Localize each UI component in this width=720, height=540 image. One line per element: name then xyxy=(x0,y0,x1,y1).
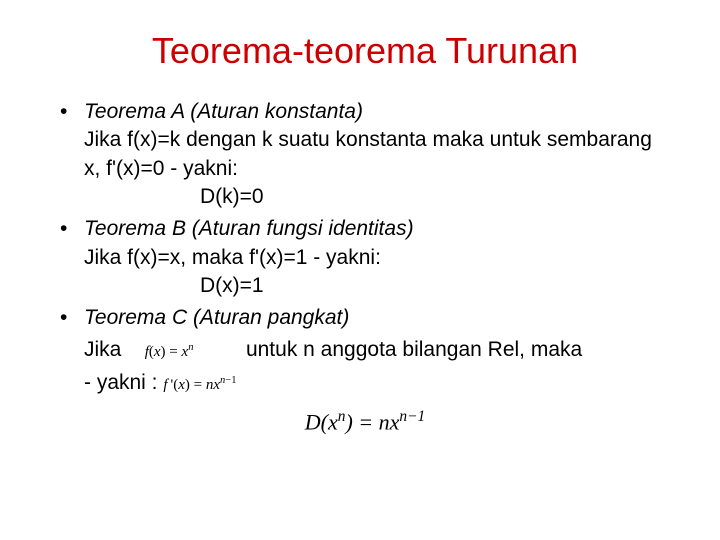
slide-title: Teorema-teorema Turunan xyxy=(60,30,670,72)
bullet-icon: • xyxy=(60,215,84,242)
theorem-c-name: Teorema C (Aturan pangkat) xyxy=(84,304,670,332)
theorem-b: • Teorema B (Aturan fungsi identitas) Ji… xyxy=(60,215,670,300)
theorem-b-text: Jika f(x)=x, maka f'(x)=1 - yakni: xyxy=(60,244,670,272)
theorem-a-text: Jika f(x)=k dengan k suatu konstanta mak… xyxy=(60,126,670,183)
bullet-icon: • xyxy=(60,98,84,125)
yakni-formula: f '(x) = nxn−1 xyxy=(163,371,236,394)
theorem-c-center-formula: D(xn) = nxn−1 xyxy=(60,408,670,435)
theorem-a-name: Teorema A (Aturan konstanta) xyxy=(84,98,670,126)
theorem-list: • Teorema A (Aturan konstanta) Jika f(x)… xyxy=(60,98,670,435)
theorem-c-yakni: - yakni : f '(x) = nxn−1 xyxy=(60,366,670,400)
jika-pre: Jika xyxy=(84,338,127,361)
yakni-pre: - yakni : xyxy=(84,371,163,394)
bullet-icon: • xyxy=(60,304,84,331)
theorem-b-name: Teorema B (Aturan fungsi identitas) xyxy=(84,215,670,243)
jika-post: untuk n anggota bilangan Rel, maka xyxy=(246,338,582,361)
theorem-c: • Teorema C (Aturan pangkat) Jika f(x) =… xyxy=(60,304,670,435)
theorem-b-result: D(x)=1 xyxy=(60,272,670,300)
theorem-a: • Teorema A (Aturan konstanta) Jika f(x)… xyxy=(60,98,670,211)
theorem-c-jika: Jika f(x) = xn untuk n anggota bilangan … xyxy=(60,333,670,367)
theorem-a-result: D(k)=0 xyxy=(60,183,670,211)
jika-formula: f(x) = xn xyxy=(145,338,194,361)
